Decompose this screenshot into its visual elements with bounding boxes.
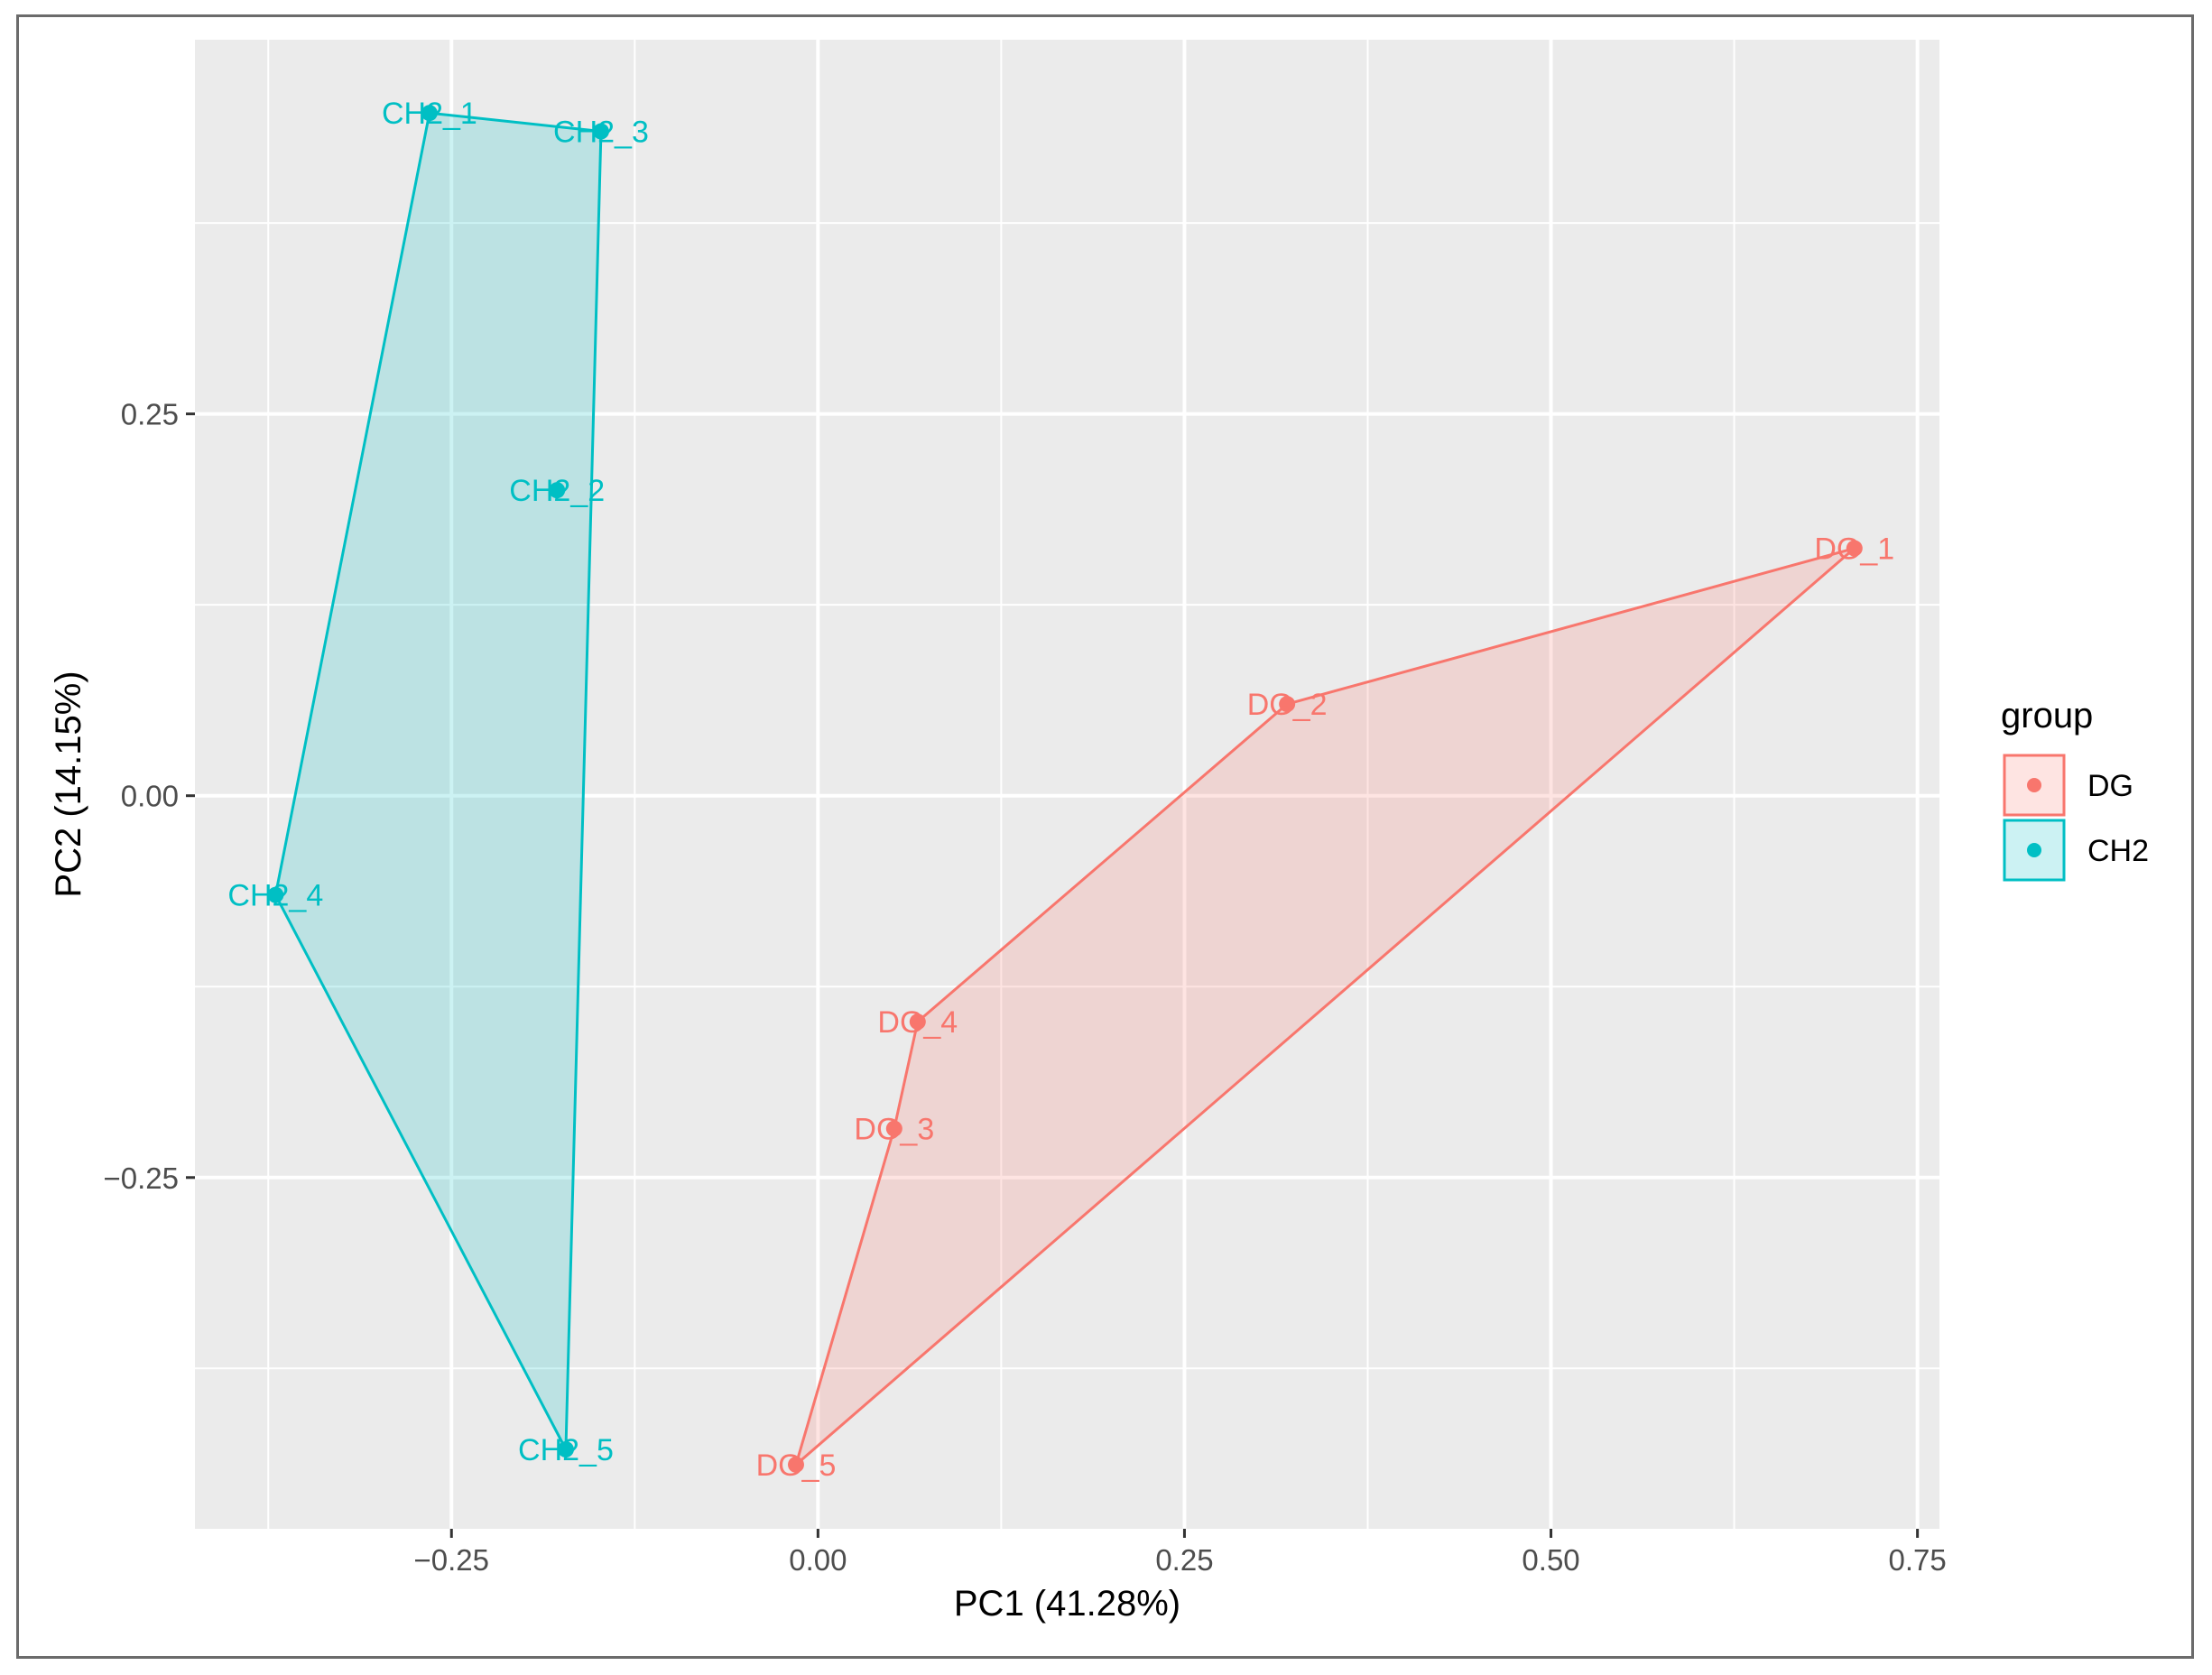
x-tick-label: 0.75: [1889, 1543, 1947, 1577]
y-axis-title: PC2 (14.15%): [49, 671, 88, 897]
point-ch2-3: [592, 123, 609, 140]
x-tick-label: 0.50: [1522, 1543, 1579, 1577]
point-label: CH2_2: [509, 474, 605, 508]
point-labels: DG_1 DG_2 DG_3 DG_4 DG_5 CH2_1 CH2_2 CH2_3 CH2_4…: [227, 97, 1894, 1483]
point-label: DG_2: [1247, 688, 1328, 722]
point-dg-2: [1279, 696, 1296, 713]
legend-label: CH2: [2087, 834, 2149, 868]
point-dg-4: [909, 1013, 926, 1031]
x-tick-label: 0.25: [1155, 1543, 1213, 1577]
point-label: CH2_4: [227, 879, 323, 913]
point-dg-5: [787, 1456, 804, 1473]
x-tick-label: 0.00: [789, 1543, 847, 1577]
y-tick-label: 0.25: [121, 398, 179, 431]
point-ch2-4: [267, 886, 284, 903]
y-axis: −0.25 0.00 0.25: [104, 398, 195, 1195]
point-ch2-1: [421, 105, 438, 122]
point-dg-3: [885, 1120, 902, 1137]
legend: group DG CH2: [2001, 696, 2149, 882]
legend-marker: [2027, 843, 2041, 857]
point-ch2-5: [557, 1441, 574, 1458]
point-dg-1: [1846, 540, 1863, 557]
point-label: CH2_1: [382, 97, 477, 131]
chart-frame: DG_1 DG_2 DG_3 DG_4 DG_5 CH2_1 CH2_2 CH2_3 CH2_4…: [16, 14, 2194, 1659]
legend-title: group: [2001, 696, 2093, 736]
point-ch2-2: [549, 482, 566, 499]
point-label: CH2_3: [553, 116, 649, 150]
point-label: CH2_5: [518, 1433, 614, 1467]
x-axis: −0.25 0.00 0.25 0.50 0.75: [414, 1529, 1947, 1577]
y-tick-label: −0.25: [104, 1161, 180, 1195]
pca-chart: DG_1 DG_2 DG_3 DG_4 DG_5 CH2_1 CH2_2 CH2_3 CH2_4…: [49, 40, 2149, 1624]
data-points: [267, 105, 1863, 1473]
point-label: DG_4: [877, 1005, 958, 1040]
point-label: DG_3: [854, 1113, 934, 1147]
major-gridlines: [195, 40, 1939, 1529]
hull-dg: [794, 547, 1856, 1467]
y-tick-label: 0.00: [121, 780, 179, 813]
legend-label: DG: [2087, 769, 2133, 803]
point-label: DG_1: [1814, 532, 1894, 567]
legend-key-dg: [2003, 754, 2066, 817]
group-hulls: [273, 111, 1856, 1467]
point-label: DG_5: [756, 1448, 837, 1483]
plot-panel: [195, 40, 1939, 1529]
legend-marker: [2027, 778, 2041, 792]
minor-gridlines: [195, 40, 1939, 1529]
x-axis-title: PC1 (41.28%): [954, 1584, 1180, 1624]
x-tick-label: −0.25: [414, 1543, 490, 1577]
